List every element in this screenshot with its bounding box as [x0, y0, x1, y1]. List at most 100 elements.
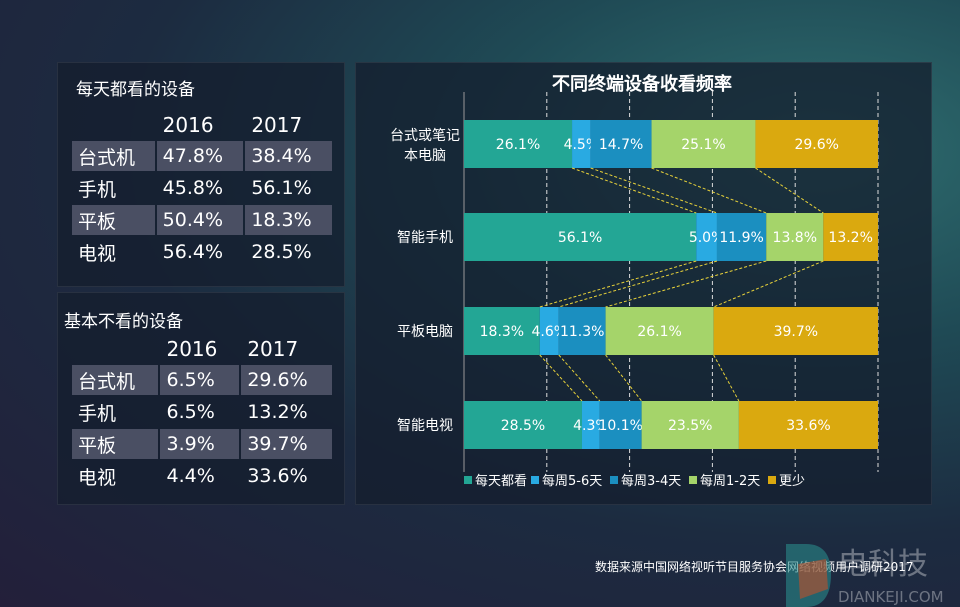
connector-line — [539, 354, 583, 402]
table-cell: 3.9% — [160, 429, 240, 459]
data-label: 33.6% — [786, 418, 830, 434]
table-cell: 56.4% — [162, 241, 224, 263]
category-label: 智能电视 — [397, 418, 453, 434]
data-label: 10.1% — [598, 418, 642, 434]
connector-line — [605, 354, 642, 402]
legend-label: 每天都看 — [475, 473, 527, 489]
table-cell: 13.2% — [247, 401, 308, 423]
table-cell: 50.4% — [156, 205, 244, 235]
data-label: 39.7% — [774, 324, 818, 340]
legend-label: 每周3-4天 — [621, 473, 681, 489]
bar-segment — [599, 401, 642, 449]
category-label: 智能手机 — [397, 230, 453, 246]
table-row: 手机 45.8% 56.1% — [72, 173, 332, 203]
legend-label: 每周5-6天 — [542, 473, 602, 489]
table-cell: 平板 — [72, 205, 155, 235]
table-row: 平板 3.9% 39.7% — [72, 429, 332, 459]
bar-segment — [590, 120, 652, 168]
bar-segment — [558, 307, 606, 355]
table-cell: 29.6% — [241, 365, 332, 395]
data-label: 26.1% — [496, 137, 540, 153]
connector-line — [571, 167, 697, 214]
col-2016: 2016 — [166, 337, 218, 361]
source-note: 数据来源中国网络视听节目服务协会网络视频用户调研2017 — [595, 560, 914, 574]
connector-line — [755, 167, 824, 214]
table-row: 电视 56.4% 28.5% — [72, 237, 332, 267]
table-cell: 33.6% — [247, 465, 308, 487]
table-cell: 4.4% — [166, 465, 215, 487]
data-label: 11.3% — [560, 324, 604, 340]
table-cell: 39.7% — [241, 429, 332, 459]
data-label: 28.5% — [501, 418, 545, 434]
table-cell: 18.3% — [245, 205, 332, 235]
bar-segment — [572, 120, 591, 168]
table-cell: 28.5% — [251, 241, 312, 263]
diankeji-logo: 电科技 DIANKEJI.COM — [786, 544, 944, 607]
never-title: 基本不看的设备 — [64, 312, 183, 332]
category-label-line: 台式或笔记 — [390, 128, 460, 144]
col-2016: 2016 — [162, 113, 214, 137]
bar-segment — [713, 307, 878, 355]
chart-title: 不同终端设备收看频率 — [552, 73, 732, 95]
data-label: 25.1% — [681, 137, 725, 153]
data-label: 56.1% — [558, 230, 602, 246]
connector-line — [558, 260, 718, 308]
table-cell: 手机 — [78, 178, 117, 201]
table-cell: 6.5% — [166, 401, 215, 423]
bar-segment — [716, 213, 767, 261]
data-label: 13.2% — [828, 230, 872, 246]
connector-line — [605, 260, 767, 308]
category-label-line: 本电脑 — [404, 148, 446, 164]
legend-label: 每周1-2天 — [700, 473, 760, 489]
legend-swatch — [610, 476, 618, 484]
bar-segment — [464, 401, 582, 449]
table-row: 平板 50.4% 18.3% — [72, 205, 332, 235]
daily-title: 每天都看的设备 — [76, 80, 195, 100]
data-label: 4.6% — [531, 324, 567, 340]
connector-line — [539, 260, 697, 308]
table-cell: 台式机 — [72, 365, 159, 395]
data-label: 26.1% — [637, 324, 681, 340]
bar-segment — [581, 401, 600, 449]
table-row: 手机 6.5% 13.2% — [72, 397, 332, 427]
data-label: 23.5% — [668, 418, 712, 434]
category-label: 台式或笔记本电脑 — [390, 128, 460, 164]
table-cell: 56.1% — [251, 177, 312, 199]
bar-segment — [823, 213, 878, 261]
legend-swatch — [689, 476, 697, 484]
svg-text:电科技: 电科技 — [838, 547, 928, 582]
legend-swatch — [768, 476, 776, 484]
table-row: 台式机 6.5% 29.6% — [72, 365, 332, 395]
table-cell: 手机 — [78, 402, 117, 425]
col-2017: 2017 — [247, 337, 299, 361]
daily-panel: 每天都看的设备 2016 2017 台式机 47.8% 38.4% 手机 45.8% 56… — [57, 62, 345, 287]
data-label: 5.0% — [689, 230, 725, 246]
table-cell: 6.5% — [160, 365, 240, 395]
table-cell: 38.4% — [245, 141, 332, 171]
bar-segment — [651, 120, 756, 168]
connector-line — [651, 167, 767, 214]
bar-segment — [605, 307, 714, 355]
table-row: 台式机 47.8% 38.4% — [72, 141, 332, 171]
table-cell: 电视 — [78, 242, 117, 265]
category-label: 平板电脑 — [397, 324, 453, 340]
data-label: 13.8% — [773, 230, 817, 246]
bar-segment — [464, 213, 697, 261]
table-cell: 台式机 — [72, 141, 155, 171]
data-label: 29.6% — [794, 137, 838, 153]
bar-segment — [464, 120, 573, 168]
bar-segment — [539, 307, 559, 355]
bar-segment — [464, 307, 540, 355]
table-row: 电视 4.4% 33.6% — [72, 461, 332, 491]
bar-segment — [766, 213, 824, 261]
data-label: 4.5% — [564, 137, 600, 153]
connector-line — [590, 167, 718, 214]
connector-line — [713, 260, 824, 308]
daily-table: 2016 2017 台式机 47.8% 38.4% 手机 45.8% 56.1% 平板 50… — [70, 109, 334, 269]
data-label: 14.7% — [599, 137, 643, 153]
legend-swatch — [531, 476, 539, 484]
bar-segment — [738, 401, 878, 449]
table-cell: 电视 — [78, 466, 117, 489]
table-cell: 45.8% — [162, 177, 224, 199]
bar-segment — [755, 120, 878, 168]
